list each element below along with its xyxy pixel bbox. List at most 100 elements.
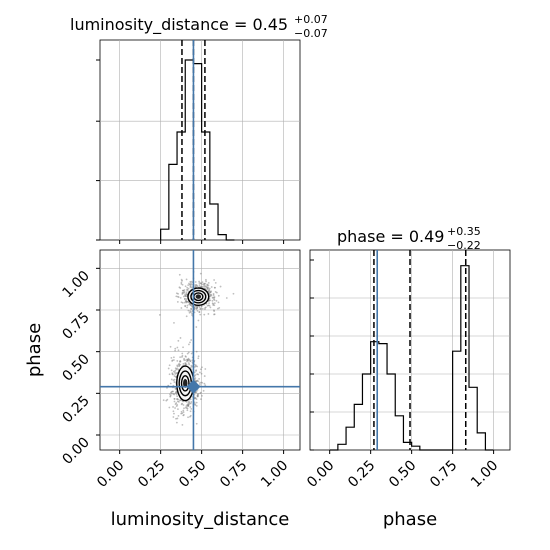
sample-point <box>178 286 181 289</box>
sample-point <box>195 404 198 407</box>
phase-hist-title: phase = 0.49 <box>337 227 444 246</box>
sample-point <box>207 313 210 315</box>
sample-point <box>179 360 182 363</box>
sample-point <box>193 366 196 368</box>
sample-point <box>186 304 189 307</box>
sample-point <box>208 302 210 304</box>
sample-point <box>190 352 193 355</box>
sample-point <box>208 292 211 295</box>
sample-point <box>181 301 184 304</box>
sample-point <box>158 313 161 316</box>
sample-point <box>179 399 182 402</box>
quantile-layer <box>100 40 467 450</box>
sample-point <box>185 298 188 301</box>
sample-point <box>199 313 202 316</box>
sample-point <box>181 352 184 355</box>
sample-point <box>183 292 185 294</box>
sample-point <box>205 285 208 288</box>
sample-point <box>205 280 207 283</box>
sample-point <box>174 387 177 390</box>
sample-point <box>179 296 182 299</box>
sample-point <box>199 391 202 394</box>
sample-point <box>184 355 187 358</box>
sample-point <box>176 417 179 420</box>
sample-point <box>179 356 182 358</box>
sample-point <box>194 377 197 380</box>
sample-point <box>188 303 191 306</box>
sample-point <box>213 309 215 312</box>
sample-point <box>177 398 180 401</box>
sample-point <box>174 403 177 406</box>
sample-point <box>190 286 193 289</box>
contour-level-2 <box>190 289 207 304</box>
sample-point <box>173 381 176 383</box>
sample-point <box>176 346 179 349</box>
sample-point <box>185 295 187 298</box>
sample-point <box>213 279 216 281</box>
sample-point <box>197 319 200 322</box>
sample-point <box>176 360 179 362</box>
sample-point <box>212 293 215 295</box>
sample-point <box>186 360 188 363</box>
sample-point <box>186 289 188 291</box>
y-tick-label: 1.00 <box>59 268 92 301</box>
sample-point <box>218 306 221 309</box>
sample-point <box>183 407 185 410</box>
sample-point <box>198 378 200 380</box>
sample-point <box>197 393 200 395</box>
sample-point <box>170 392 173 395</box>
phase-title-main: phase = 0.49 <box>337 227 444 246</box>
sample-point <box>176 400 179 403</box>
x-tick-label: 0.75 <box>427 458 460 491</box>
sample-point <box>198 280 200 283</box>
y-axis-label-phase: phase <box>24 323 45 377</box>
sample-point <box>181 354 184 357</box>
sample-point <box>204 282 207 285</box>
x-axis-label-luminosity: luminosity_distance <box>111 509 290 530</box>
sample-point <box>189 341 191 344</box>
sample-point <box>162 399 165 402</box>
sample-point <box>187 404 190 407</box>
sample-point <box>177 349 180 352</box>
sample-point <box>186 409 189 412</box>
sample-point <box>208 288 210 291</box>
sample-point <box>172 392 175 395</box>
sample-point <box>175 405 178 408</box>
sample-point <box>204 384 207 387</box>
sample-point <box>173 412 175 415</box>
sample-point <box>190 282 192 285</box>
sample-point <box>208 299 211 302</box>
sample-point <box>198 282 201 284</box>
sample-point <box>168 373 171 376</box>
sample-point <box>195 350 198 353</box>
sample-point <box>219 285 222 288</box>
sample-point <box>209 295 212 298</box>
sample-point <box>187 362 190 364</box>
sample-point <box>185 293 188 295</box>
sample-point <box>190 364 193 367</box>
sample-point <box>169 394 172 397</box>
sample-point <box>194 364 197 367</box>
sample-point <box>184 285 187 288</box>
sample-point <box>195 422 198 425</box>
sample-point <box>181 292 184 294</box>
sample-point <box>203 382 206 385</box>
phase-title-sup: +0.35 <box>447 225 481 238</box>
sample-point <box>195 326 198 328</box>
phase-histogram <box>329 265 494 451</box>
sample-point <box>197 357 200 360</box>
sample-point <box>187 416 189 419</box>
tick-layer: 0.00 0.000.000.25 0.250.250.50 0.500.500.75… <box>59 59 501 491</box>
sample-point <box>186 352 189 355</box>
sample-point <box>212 304 215 306</box>
sample-point <box>177 339 180 342</box>
sample-point <box>199 308 202 310</box>
sample-point <box>189 398 192 401</box>
sample-point <box>176 365 179 368</box>
sample-point <box>174 371 176 374</box>
sample-point <box>210 286 213 288</box>
lum-title-main: luminosity_distance = 0.45 <box>70 15 288 35</box>
sample-point <box>190 308 193 310</box>
sample-point <box>187 287 190 290</box>
x-tick-label: 1.00 <box>258 458 291 491</box>
